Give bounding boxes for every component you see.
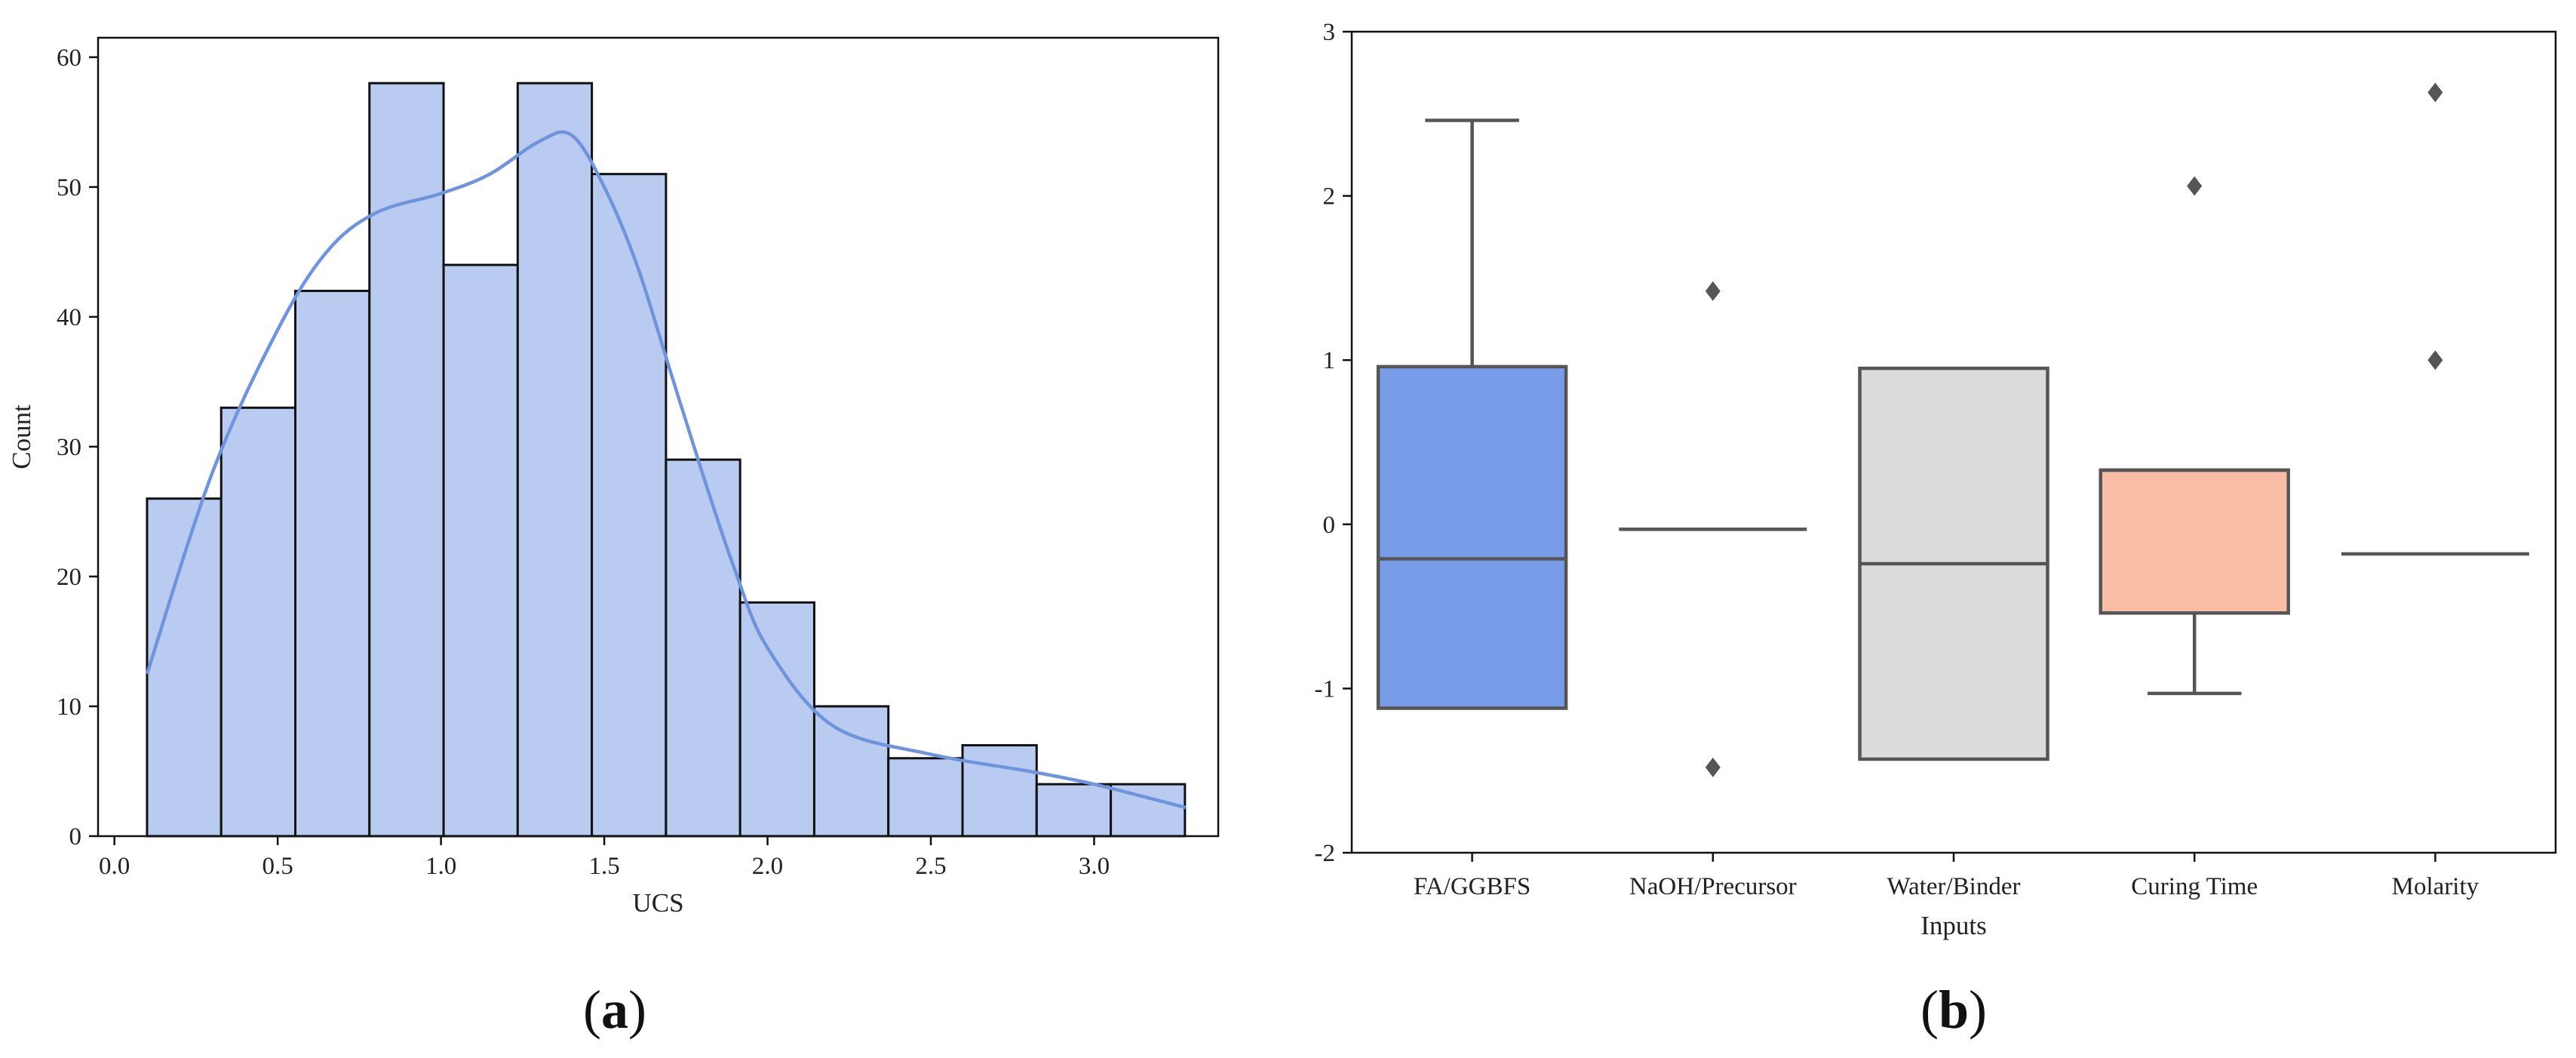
x-tick-label: 0.5 [262, 853, 293, 880]
y-tick-label: 0 [1323, 512, 1336, 539]
boxplot-y-ticks: -2 -1 0 1 2 3 [1315, 19, 1352, 867]
box-1 [1376, 118, 1568, 710]
histogram-y-axis-label: Count [7, 404, 36, 469]
category-label: Molarity [2392, 873, 2479, 900]
panel-b-close-paren: ) [1969, 980, 1987, 1040]
x-tick-label: 1.0 [425, 853, 456, 880]
y-tick-label: 1 [1323, 347, 1336, 374]
box-4 [2099, 176, 2290, 696]
histogram-bar [591, 173, 668, 838]
histogram-bar [665, 458, 741, 838]
histogram-x-axis-label: UCS [632, 888, 683, 918]
y-tick-label: 60 [57, 45, 81, 72]
box-5 [2341, 82, 2529, 556]
kde-curve [145, 130, 1187, 810]
histogram-bar [368, 82, 445, 838]
outlier-marker [2187, 176, 2203, 196]
box-body [1376, 364, 1568, 710]
x-tick-label: 1.5 [588, 853, 619, 880]
category-label: Curing Time [2131, 873, 2258, 900]
panel-a-open-paren: ( [583, 980, 601, 1040]
boxplot-boxes [1376, 82, 2529, 777]
y-tick-label: 50 [57, 174, 81, 201]
boxplot-chart: FA/GGBFS NaOH/Precursor Water/Binder Curing… [1315, 19, 2557, 1040]
y-tick-label: 40 [57, 304, 81, 331]
x-tick-label: 3.0 [1079, 853, 1110, 880]
outlier-marker [1705, 757, 1721, 777]
y-tick-label: 2 [1323, 183, 1336, 211]
y-tick-label: -1 [1315, 675, 1336, 703]
box-body [2099, 468, 2290, 615]
histogram-bar [516, 82, 594, 838]
panel-label-b: (b) [1920, 980, 1987, 1040]
panel-label-a: (a) [583, 980, 646, 1040]
y-tick-label: 3 [1323, 19, 1336, 46]
x-tick-label: 2.0 [752, 853, 783, 880]
panel-a-letter: a [601, 980, 628, 1040]
histogram-bar [146, 497, 223, 838]
y-tick-label: 30 [57, 434, 81, 461]
histogram-bar [220, 406, 296, 838]
outlier-marker [1705, 281, 1721, 301]
boxplot-x-axis-label: Inputs [1920, 911, 1987, 940]
y-tick-label: 0 [69, 823, 82, 850]
histogram-bar [887, 757, 964, 838]
panel-a-close-paren: ) [628, 980, 646, 1040]
x-tick-label: 2.5 [915, 853, 946, 880]
y-tick-label: -2 [1315, 840, 1336, 867]
y-tick-label: 20 [57, 564, 81, 591]
histogram-bar [442, 263, 519, 838]
histogram-bar [738, 601, 815, 838]
outlier-marker [2427, 82, 2443, 103]
histogram-bar [1035, 783, 1113, 838]
box-2 [1619, 281, 1807, 777]
category-label: NaOH/Precursor [1629, 873, 1797, 900]
histogram-bars [146, 82, 1187, 838]
outlier-marker [2427, 350, 2443, 371]
histogram-bar [812, 705, 890, 838]
boxplot-x-ticks: FA/GGBFS NaOH/Precursor Water/Binder Curing… [1414, 853, 2479, 900]
box-3 [1858, 366, 2049, 761]
category-label: FA/GGBFS [1414, 873, 1531, 900]
histogram-bar [293, 289, 371, 838]
y-tick-label: 10 [57, 694, 81, 721]
panel-b-letter: b [1939, 980, 1969, 1040]
category-label: Water/Binder [1887, 873, 2021, 900]
histogram-y-ticks: 0 10 20 30 40 50 60 [57, 45, 98, 850]
histogram-x-ticks: 0.0 0.5 1.0 1.5 2.0 2.5 3.0 [99, 836, 1110, 880]
histogram-bar [961, 744, 1038, 838]
x-tick-label: 0.0 [99, 853, 130, 880]
panel-b-open-paren: ( [1920, 980, 1939, 1040]
